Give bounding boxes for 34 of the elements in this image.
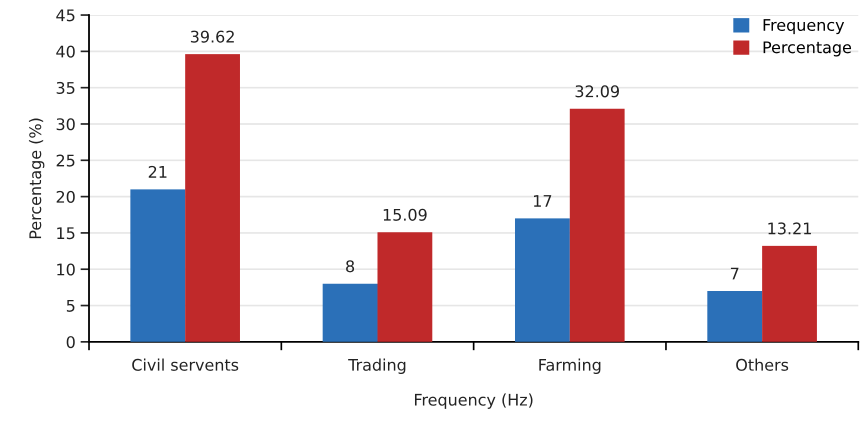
y-tick-label: 35 xyxy=(56,82,74,94)
y-tick-label: 10 xyxy=(57,263,75,276)
data-label: 8 xyxy=(346,260,354,272)
data-label: 15.09 xyxy=(384,208,427,221)
bar xyxy=(377,232,432,342)
x-tick-label: Others xyxy=(736,358,788,371)
bar xyxy=(762,246,817,342)
data-label: 7 xyxy=(730,268,738,280)
y-axis-title: Percentage (%) xyxy=(28,118,44,238)
x-tick-label: Trading xyxy=(348,358,406,374)
legend-label: Percentage xyxy=(764,41,852,56)
y-tick-label: 0 xyxy=(66,336,75,348)
y-tick-label: 20 xyxy=(56,190,75,203)
data-label: 17 xyxy=(534,195,552,207)
x-axis-title: Frequency (Hz) xyxy=(414,393,532,409)
data-label: 21 xyxy=(148,166,166,178)
bar xyxy=(707,291,762,342)
bar xyxy=(185,54,240,342)
data-label: 13.21 xyxy=(768,222,811,234)
bar xyxy=(322,284,378,342)
y-tick-label: 45 xyxy=(56,9,74,22)
y-tick-label: 5 xyxy=(66,300,74,312)
x-tick-label: Civil servents xyxy=(132,358,238,371)
bar xyxy=(570,108,625,342)
y-tick-label: 40 xyxy=(56,46,75,58)
data-label: 32.09 xyxy=(576,85,619,98)
bar xyxy=(130,189,186,342)
data-label: 39.62 xyxy=(190,30,234,43)
y-tick-label: 30 xyxy=(56,118,75,130)
legend-label: Frequency xyxy=(764,19,844,34)
y-tick-label: 15 xyxy=(57,227,74,240)
y-tick-label: 25 xyxy=(56,154,74,167)
x-tick-label: Farming xyxy=(539,358,600,374)
bar xyxy=(514,218,570,342)
